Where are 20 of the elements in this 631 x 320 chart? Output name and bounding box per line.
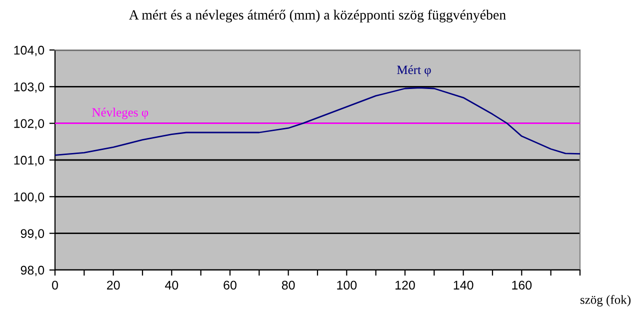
y-tick-label: 99,0 bbox=[20, 229, 44, 240]
x-axis-title: szög (fok) bbox=[580, 295, 630, 306]
y-tick-label: 102,0 bbox=[14, 119, 44, 130]
x-tick-label: 80 bbox=[282, 280, 295, 290]
y-tick-label: 104,0 bbox=[14, 46, 44, 56]
series-label: Névleges φ bbox=[92, 108, 148, 120]
y-tick-label: 98,0 bbox=[20, 266, 44, 276]
x-tick-label: 160 bbox=[512, 280, 532, 290]
x-tick-label: 120 bbox=[396, 280, 415, 290]
x-tick-label: 140 bbox=[454, 280, 474, 290]
x-tick-label: 60 bbox=[224, 280, 236, 290]
y-tick-label: 103,0 bbox=[14, 82, 44, 93]
chart-title: A mért és a névleges átmérő (mm) a középponti szög függvényében bbox=[129, 10, 506, 22]
x-tick-label: 100 bbox=[337, 280, 357, 290]
x-tick-label: 0 bbox=[52, 280, 58, 290]
y-tick-label: 100,0 bbox=[14, 192, 44, 203]
y-tick-label: 101,0 bbox=[14, 156, 44, 166]
x-tick-label: 40 bbox=[165, 280, 178, 290]
x-tick-label: 20 bbox=[107, 280, 120, 290]
series-label: Mért φ bbox=[397, 65, 431, 77]
